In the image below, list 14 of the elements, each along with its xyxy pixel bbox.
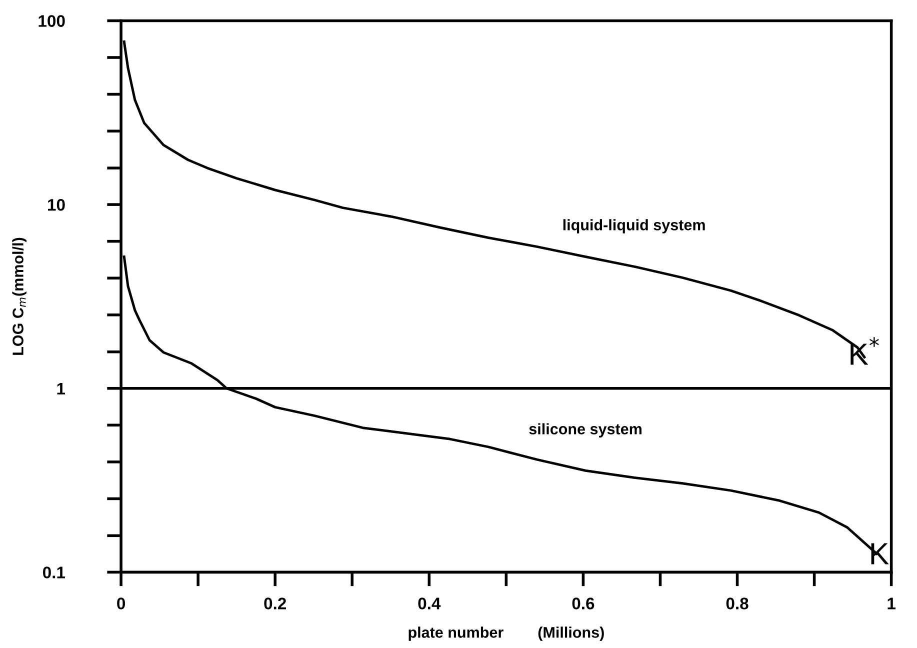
y-tick-label: 100 [38, 15, 65, 27]
x-tick-label: 0.8 [726, 598, 748, 610]
x-tick-label: 0.2 [264, 598, 286, 610]
y-tick-label: 0.1 [42, 566, 66, 578]
series-label: silicone system [529, 423, 642, 438]
x-tick-label: 0.4 [418, 598, 441, 610]
x-axis-title: plate number (Millions) [408, 626, 604, 641]
y-tick-label: 1 [57, 382, 66, 394]
x-tick-label: 0.6 [572, 598, 594, 610]
y-tick-label: 10 [48, 198, 65, 211]
series-label: liquid-liquid system [563, 219, 705, 234]
x-tick-label: 1 [888, 598, 896, 610]
y-axis-title: LOG C$_{m}$(mmol/l) [12, 238, 26, 355]
x-tick-label: 0 [117, 598, 125, 610]
